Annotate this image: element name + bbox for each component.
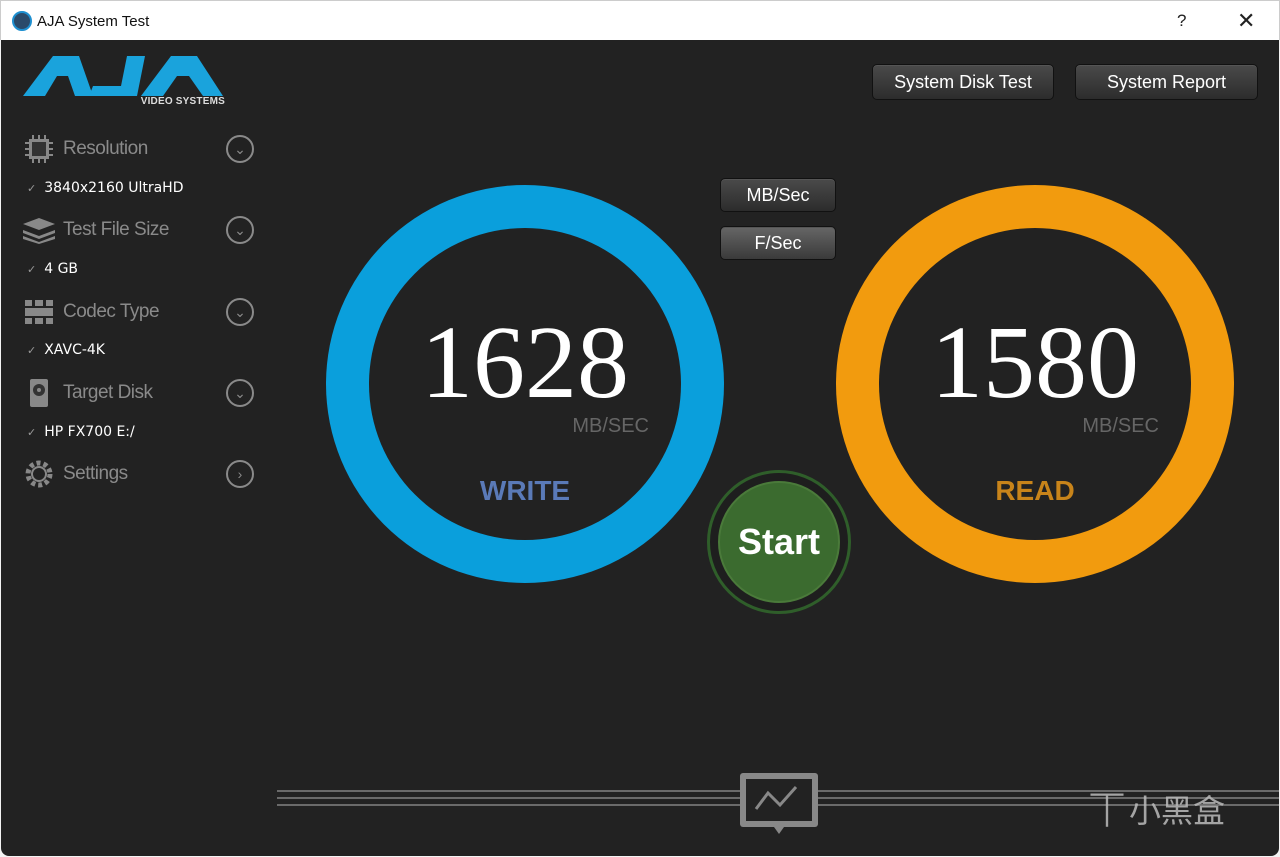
chevron-down-icon[interactable]: ⌄ — [226, 216, 254, 244]
read-gauge: 1580 MB/SEC READ — [836, 185, 1234, 583]
title-bar: AJA System Test ? ✕ — [0, 0, 1280, 40]
mb-sec-toggle[interactable]: MB/Sec — [720, 178, 836, 212]
target-disk-value: ✓ HP FX700 E:/ — [27, 424, 135, 440]
write-unit: MB/SEC — [572, 415, 649, 437]
sidebar-item-label: Codec Type — [63, 301, 160, 322]
start-button[interactable]: Start — [707, 470, 851, 614]
codec-value: ✓ XAVC-4K — [27, 342, 105, 358]
sidebar-item-label: Resolution — [63, 138, 148, 159]
logo-subtitle: VIDEO SYSTEMS — [140, 96, 225, 107]
sidebar-item-label: Settings — [63, 463, 128, 484]
chevron-down-icon[interactable]: ⌄ — [226, 379, 254, 407]
graph-toggle-button[interactable] — [740, 773, 818, 835]
watermark: ⏉ 小黑盒 — [1091, 792, 1226, 830]
disk-icon — [30, 379, 48, 407]
read-label: READ — [995, 475, 1075, 506]
read-value: 1580 — [931, 305, 1139, 420]
chip-icon — [25, 135, 53, 163]
sidebar-item-label: Test File Size — [63, 219, 169, 240]
sidebar-item-codec-type[interactable]: Codec Type ⌄ — [23, 295, 258, 329]
line-chart-icon — [740, 773, 818, 834]
sidebar-item-label: Target Disk — [63, 382, 153, 403]
gear-icon — [25, 460, 53, 488]
close-button[interactable]: ✕ — [1237, 8, 1256, 33]
layers-icon — [23, 218, 55, 244]
app-body: VIDEO SYSTEMS Resolution ⌄ ✓ 3840x2160 Ul… — [1, 40, 1279, 856]
film-icon — [25, 300, 53, 324]
write-value: 1628 — [421, 305, 629, 420]
read-unit: MB/SEC — [1082, 415, 1159, 437]
sidebar-item-test-file-size[interactable]: Test File Size ⌄ — [23, 213, 258, 247]
window-title: AJA System Test — [37, 13, 150, 30]
chevron-down-icon[interactable]: ⌄ — [226, 298, 254, 326]
resolution-value: ✓ 3840x2160 UltraHD — [27, 180, 184, 196]
chevron-down-icon[interactable]: ⌄ — [226, 135, 254, 163]
help-button[interactable]: ? — [1177, 11, 1187, 30]
write-gauge: 1628 MB/SEC WRITE — [326, 185, 724, 583]
aja-logo: VIDEO SYSTEMS — [23, 54, 227, 112]
system-disk-test-button[interactable]: System Disk Test — [872, 64, 1054, 100]
system-report-button[interactable]: System Report — [1075, 64, 1258, 100]
write-label: WRITE — [479, 475, 571, 506]
app-icon — [12, 11, 32, 31]
chevron-right-icon[interactable]: › — [226, 460, 254, 488]
file-size-value: ✓ 4 GB — [27, 261, 79, 277]
sidebar-item-target-disk[interactable]: Target Disk ⌄ — [23, 376, 258, 410]
f-sec-toggle[interactable]: F/Sec — [720, 226, 836, 260]
start-label: Start — [718, 481, 840, 603]
sidebar-item-settings[interactable]: Settings › — [23, 457, 258, 491]
sidebar-item-resolution[interactable]: Resolution ⌄ — [23, 132, 258, 166]
